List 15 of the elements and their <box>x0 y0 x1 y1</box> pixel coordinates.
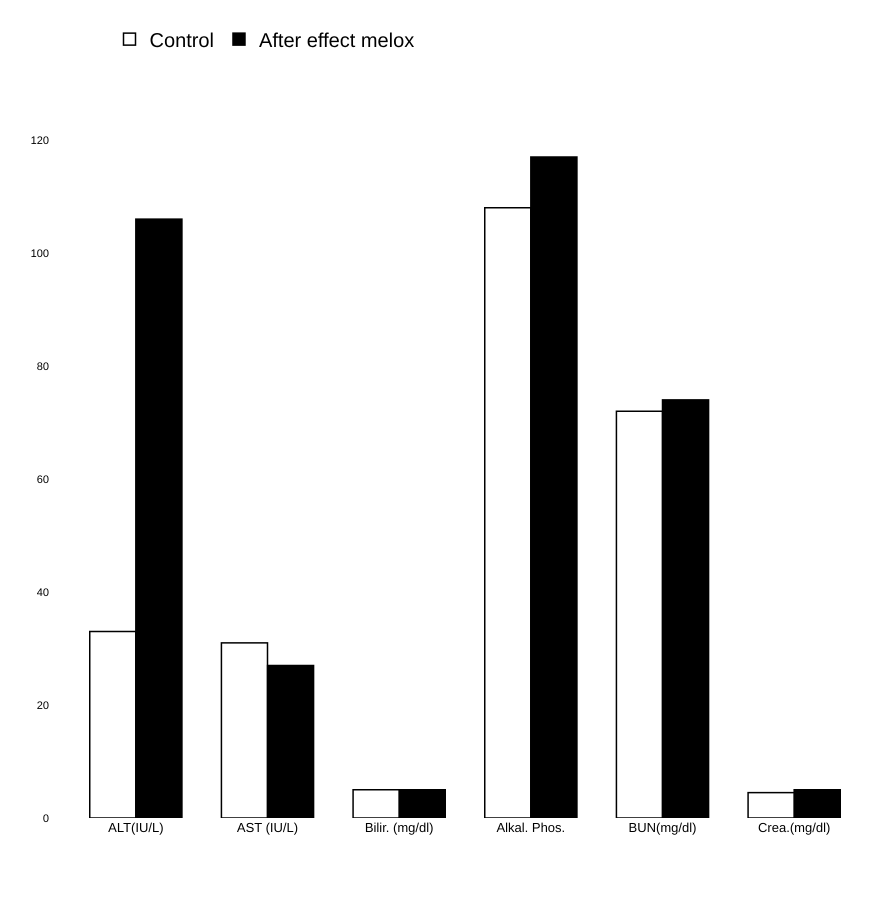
y-tick-label: 120 <box>30 134 49 147</box>
x-tick-label: Alkal. Phos. <box>496 820 566 835</box>
x-tick-label: Crea.(mg/dl) <box>758 820 830 835</box>
y-tick-label: 40 <box>36 586 49 599</box>
y-tick-label: 100 <box>30 248 49 260</box>
y-tick-label: 20 <box>36 700 49 712</box>
y-tick-label: 60 <box>36 474 49 486</box>
legend-label: After effect melox <box>258 30 414 52</box>
x-tick-label: Bilir. (mg/dl) <box>364 820 434 835</box>
y-tick-label: 80 <box>36 360 49 373</box>
x-tick-label: ALT(IU/L) <box>108 820 164 835</box>
y-tick-label: 0 <box>42 812 49 825</box>
x-tick-label: BUN(mg/dl) <box>628 820 696 835</box>
legend-label: Control <box>150 30 214 52</box>
x-tick-label: AST (IU/L) <box>236 820 298 835</box>
